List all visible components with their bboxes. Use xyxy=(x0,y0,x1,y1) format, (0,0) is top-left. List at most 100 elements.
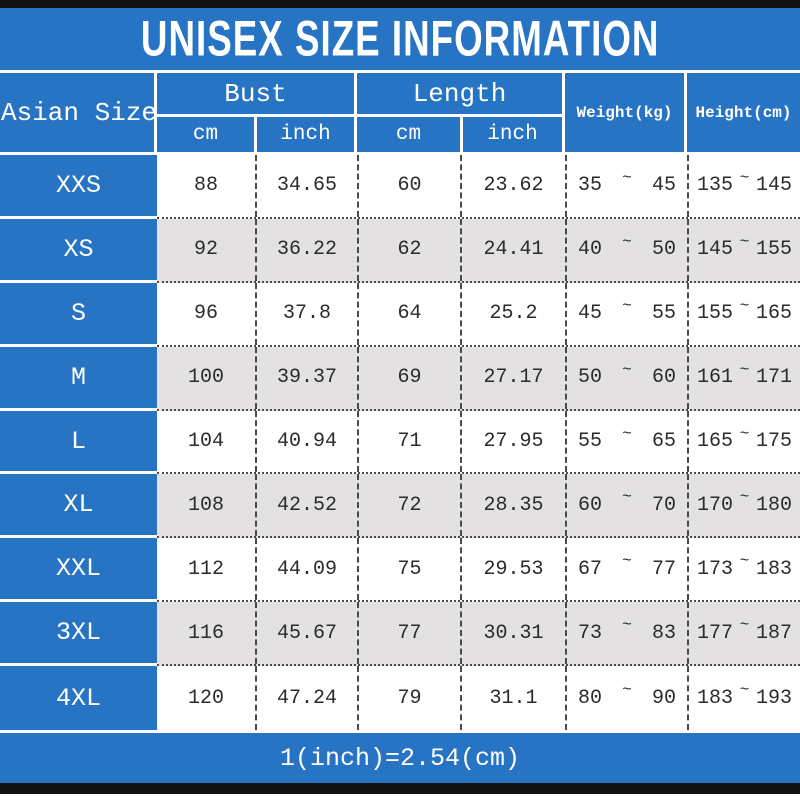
height-max-value: 171 xyxy=(755,366,792,390)
weight-min-value: 73 xyxy=(578,621,603,645)
weight-range: 60 ~ 70 xyxy=(565,474,687,537)
header-bust-subrow: cm inch xyxy=(157,117,354,152)
row-data-cells: 108 42.52 72 28.35 60 ~ 70 170 ~ 180 xyxy=(157,474,800,539)
header-bust-cm: cm xyxy=(192,123,219,146)
tilde-separator: ~ xyxy=(622,681,632,700)
length-inch-value: 23.62 xyxy=(460,155,565,217)
height-max-value: 165 xyxy=(755,302,792,326)
tilde-separator: ~ xyxy=(622,360,632,379)
table-row: M 100 39.37 69 27.17 50 ~ 60 161 ~ 171 xyxy=(0,346,800,411)
weight-min-value: 40 xyxy=(578,238,603,262)
length-inch-value: 30.31 xyxy=(460,602,565,665)
tilde-separator: ~ xyxy=(622,232,632,251)
height-min-value: 161 xyxy=(697,366,734,390)
row-data-cells: 112 44.09 75 29.53 67 ~ 77 173 ~ 183 xyxy=(157,538,800,603)
bust-cm-value: 88 xyxy=(193,174,218,198)
weight-max-value: 45 xyxy=(651,174,676,198)
height-min-value: 170 xyxy=(697,493,734,517)
size-label: M xyxy=(0,346,157,411)
weight-range: 50 ~ 60 xyxy=(565,346,687,409)
length-inch-value: 31.1 xyxy=(460,666,565,731)
bust-inch-value: 45.67 xyxy=(255,602,357,665)
bust-cm-value: 116 xyxy=(187,621,224,645)
bottom-black-bar xyxy=(0,783,800,794)
title-bar: UNISEX SIZE INFORMATION xyxy=(0,8,800,73)
length-cm-value: 62 xyxy=(357,218,460,281)
bust-inch-value: 36.22 xyxy=(255,218,357,281)
height-min-value: 165 xyxy=(697,430,734,453)
weight-max-value: 55 xyxy=(651,302,676,326)
bust-inch-value: 39.37 xyxy=(255,346,357,409)
row-data-cells: 88 34.65 60 23.62 35 ~ 45 135 ~ 145 xyxy=(157,155,800,219)
height-max-value: 145 xyxy=(755,174,792,198)
table-row: XS 92 36.22 62 24.41 40 ~ 50 145 ~ 155 xyxy=(0,218,800,283)
weight-range: 45 ~ 55 xyxy=(565,282,687,345)
tilde-separator: ~ xyxy=(622,488,632,507)
table-row: 3XL 116 45.67 77 30.31 73 ~ 83 177 ~ 187 xyxy=(0,602,800,667)
length-cm-value: 71 xyxy=(357,410,460,473)
bust-cm-value: 108 xyxy=(187,493,224,517)
row-data-cells: 96 37.8 64 25.2 45 ~ 55 155 ~ 165 xyxy=(157,282,800,347)
top-black-bar xyxy=(0,0,800,8)
bust-cm-value: 104 xyxy=(187,430,224,453)
header-length-subrow: cm inch xyxy=(357,117,562,152)
tilde-separator: ~ xyxy=(739,424,750,443)
header-length-inch: inch xyxy=(460,117,562,152)
length-inch-value: 24.41 xyxy=(460,218,565,281)
header-height: Height(cm) xyxy=(695,103,792,122)
length-inch-value: 27.95 xyxy=(460,410,565,473)
weight-range: 80 ~ 90 xyxy=(565,666,687,731)
height-max-value: 183 xyxy=(755,557,792,581)
size-label: L xyxy=(0,410,157,475)
height-range: 173 ~ 183 xyxy=(687,538,800,601)
height-min-value: 183 xyxy=(697,686,734,710)
bust-inch-value: 37.8 xyxy=(255,282,357,345)
length-cm-value: 72 xyxy=(357,474,460,537)
length-cm-value: 64 xyxy=(357,282,460,345)
header-asian-size: Asian Size xyxy=(0,73,157,152)
length-cm-value: 69 xyxy=(357,346,460,409)
header-weight: Weight(kg) xyxy=(565,73,687,152)
bust-inch-value: 40.94 xyxy=(255,410,357,473)
height-max-value: 155 xyxy=(755,238,792,262)
length-inch-value: 27.17 xyxy=(460,346,565,409)
weight-min-value: 35 xyxy=(578,174,603,198)
tilde-separator: ~ xyxy=(622,168,632,187)
weight-max-value: 65 xyxy=(651,430,676,453)
table-body: XXS 88 34.65 60 23.62 35 ~ 45 135 ~ 145 xyxy=(0,155,800,731)
tilde-separator: ~ xyxy=(739,681,750,700)
table-header: Asian Size Bust cm inch Length cm inch W… xyxy=(0,73,800,155)
weight-max-value: 70 xyxy=(651,493,676,517)
table-row: 4XL 120 47.24 79 31.1 80 ~ 90 183 ~ 193 xyxy=(0,666,800,731)
row-data-cells: 100 39.37 69 27.17 50 ~ 60 161 ~ 171 xyxy=(157,346,800,411)
length-cm-value: 77 xyxy=(357,602,460,665)
weight-min-value: 60 xyxy=(578,493,603,517)
length-inch-value: 28.35 xyxy=(460,474,565,537)
table-row: XXL 112 44.09 75 29.53 67 ~ 77 173 ~ 183 xyxy=(0,538,800,603)
size-label: XL xyxy=(0,474,157,539)
weight-max-value: 50 xyxy=(651,238,676,262)
weight-range: 55 ~ 65 xyxy=(565,410,687,473)
bust-inch-value: 44.09 xyxy=(255,538,357,601)
table-row: XXS 88 34.65 60 23.62 35 ~ 45 135 ~ 145 xyxy=(0,155,800,219)
tilde-separator: ~ xyxy=(622,616,632,635)
size-label: XS xyxy=(0,218,157,283)
size-label: 4XL xyxy=(0,666,157,731)
tilde-separator: ~ xyxy=(739,296,750,315)
tilde-separator: ~ xyxy=(739,488,750,507)
height-range: 135 ~ 145 xyxy=(687,155,800,217)
height-max-value: 180 xyxy=(755,493,792,517)
bust-inch-value: 34.65 xyxy=(255,155,357,217)
header-bust-label: Bust xyxy=(157,73,354,117)
row-data-cells: 116 45.67 77 30.31 73 ~ 83 177 ~ 187 xyxy=(157,602,800,667)
height-range: 165 ~ 175 xyxy=(687,410,800,473)
height-range: 177 ~ 187 xyxy=(687,602,800,665)
length-cm-value: 75 xyxy=(357,538,460,601)
length-cm-value: 60 xyxy=(357,155,460,217)
bust-inch-value: 47.24 xyxy=(255,666,357,731)
tilde-separator: ~ xyxy=(739,168,750,187)
header-group-bust: Bust cm inch xyxy=(157,73,357,152)
height-range: 155 ~ 165 xyxy=(687,282,800,345)
conversion-note: 1(inch)=2.54(cm) xyxy=(0,733,800,783)
height-min-value: 155 xyxy=(697,302,734,326)
